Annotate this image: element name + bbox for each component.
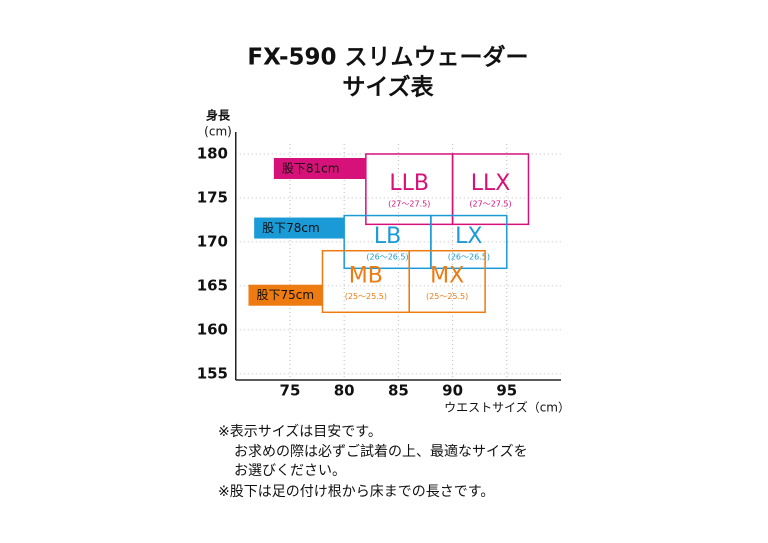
x-axis-label: ウエストサイズ（cm） bbox=[444, 400, 570, 415]
y-axis-label: 身長 bbox=[206, 108, 231, 123]
chart-subtitle: サイズ表 bbox=[342, 74, 434, 101]
y-tick-label: 180 bbox=[197, 144, 228, 162]
size-range: (25～25.5) bbox=[426, 292, 468, 301]
x-tick-label: 75 bbox=[280, 382, 301, 400]
note: お選びください。 bbox=[234, 463, 346, 479]
size-box bbox=[408, 249, 486, 314]
size-box bbox=[451, 153, 530, 226]
inseam-label: 股下75cm bbox=[256, 288, 314, 302]
size-range: (27～27.5) bbox=[388, 200, 430, 209]
y-tick-label: 160 bbox=[197, 320, 228, 338]
size-range: (27～27.5) bbox=[469, 200, 511, 209]
inseam-label: 股下81cm bbox=[282, 161, 340, 175]
y-tick-label: 175 bbox=[197, 188, 228, 206]
size-name: LB bbox=[374, 224, 401, 249]
y-tick-label: 165 bbox=[197, 276, 228, 294]
size-name: LX bbox=[455, 224, 482, 249]
size-name: LLX bbox=[471, 171, 511, 196]
size-name: MX bbox=[430, 264, 464, 289]
note: ※股下は足の付け根から床までの長さです。 bbox=[218, 484, 494, 500]
y-tick-label: 155 bbox=[197, 364, 228, 382]
inseam-label: 股下78cm bbox=[262, 221, 320, 235]
inseam-tag bbox=[254, 217, 345, 239]
inseam-tag bbox=[248, 284, 323, 306]
size-box bbox=[430, 214, 508, 270]
note: お求めの際は必ずご試着の上、最適なサイズを bbox=[234, 443, 528, 460]
size-range: (26～26.5) bbox=[366, 252, 408, 261]
x-tick-label: 90 bbox=[442, 382, 463, 400]
note: ※表示サイズは目安です。 bbox=[218, 424, 382, 440]
size-name: MB bbox=[349, 264, 383, 289]
size-range: (26～26.5) bbox=[448, 252, 490, 261]
y-tick-label: 170 bbox=[197, 232, 228, 250]
size-name: LLB bbox=[389, 171, 429, 196]
y-axis-unit: (cm) bbox=[204, 125, 232, 139]
x-tick-label: 95 bbox=[496, 382, 517, 400]
size-range: (25～25.5) bbox=[345, 292, 387, 301]
chart-title: FX-590 スリムウェーダー bbox=[247, 44, 528, 71]
x-tick-label: 85 bbox=[388, 382, 409, 400]
x-tick-label: 80 bbox=[334, 382, 355, 400]
inseam-tag bbox=[273, 157, 366, 179]
